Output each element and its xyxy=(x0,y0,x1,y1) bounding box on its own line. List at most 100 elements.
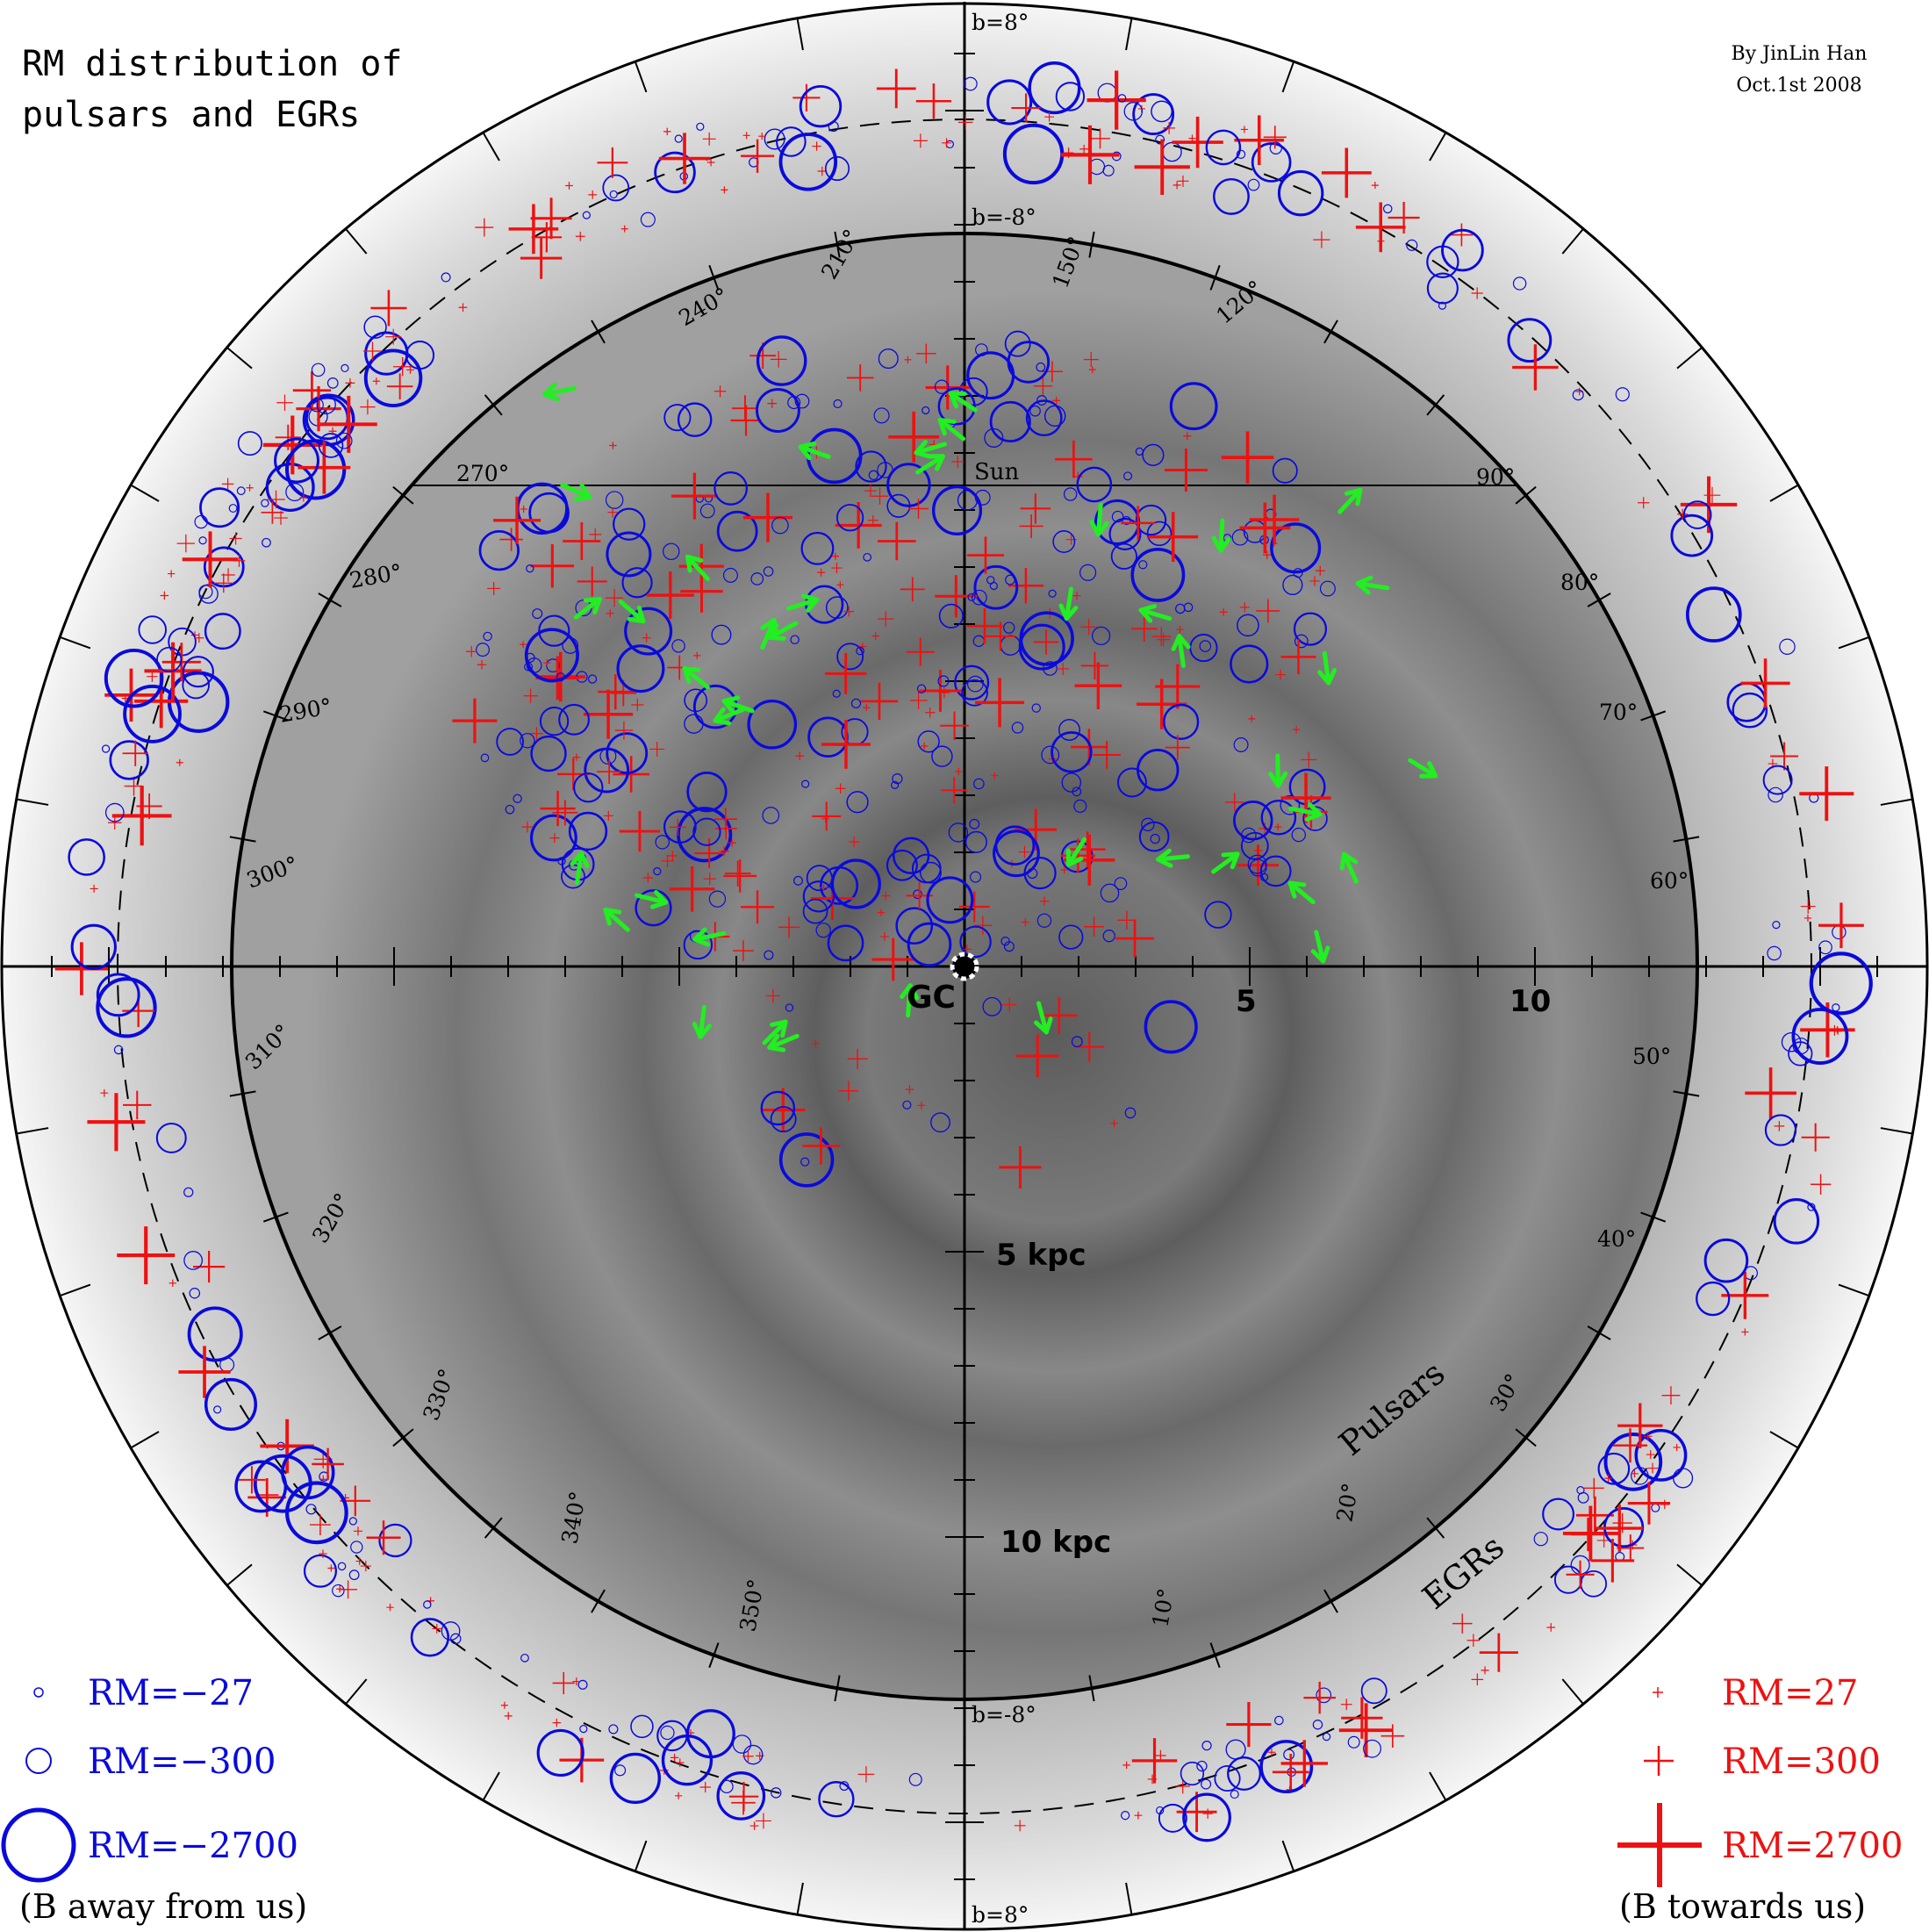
rm-positive-marker xyxy=(1134,1811,1143,1820)
rm-positive-marker xyxy=(520,505,527,513)
tick-inner xyxy=(1323,320,1338,344)
rm-negative-marker xyxy=(907,922,952,967)
field-arrow xyxy=(1065,837,1087,867)
rm-negative-marker xyxy=(654,151,696,194)
rm-negative-marker xyxy=(305,1504,317,1515)
rm-negative-marker xyxy=(1146,521,1172,547)
rm-negative-marker xyxy=(1117,94,1127,103)
diagram-title: RM distribution of pulsars and EGRs xyxy=(22,39,402,140)
rm-negative-marker xyxy=(332,1584,345,1598)
rm-negative-marker xyxy=(198,585,213,600)
tick-outer xyxy=(1561,1678,1584,1705)
rm-positive-marker xyxy=(1596,1505,1644,1552)
tick-outer xyxy=(1429,1771,1447,1801)
rm-positive-marker xyxy=(916,343,936,364)
rm-positive-marker xyxy=(825,652,867,695)
rm-positive-marker xyxy=(1321,147,1372,198)
field-arrows xyxy=(542,382,1438,1052)
rm-negative-marker xyxy=(1247,854,1267,874)
field-arrow xyxy=(542,382,577,402)
tick-outer xyxy=(1561,228,1584,255)
rm-negative-marker xyxy=(714,471,749,506)
rm-negative-marker xyxy=(835,504,864,532)
rm-positive-marker xyxy=(477,659,487,670)
rm-positive-marker xyxy=(1033,629,1059,655)
rm-negative-marker xyxy=(957,490,979,511)
rm-positive-marker xyxy=(1673,1443,1681,1451)
rm-positive-marker xyxy=(1303,1681,1336,1714)
rm-positive-marker xyxy=(613,756,649,793)
rm-positive-marker xyxy=(588,190,598,199)
rm-positive-marker xyxy=(319,1549,327,1558)
rm-negative-marker xyxy=(1634,1428,1688,1482)
tick-outer xyxy=(796,1882,804,1915)
rm-negative-marker xyxy=(916,684,927,693)
rm-positive-marker xyxy=(925,365,970,410)
rm-positive-marker xyxy=(168,570,176,578)
rm-positive-marker xyxy=(1612,1428,1648,1463)
rm-negative-marker xyxy=(1347,1735,1360,1749)
rm-negative-marker xyxy=(526,564,534,573)
rm-negative-marker xyxy=(839,1781,850,1792)
rm-positive-marker xyxy=(193,1251,226,1283)
rm-positive-marker xyxy=(871,632,879,640)
rm-negative-marker xyxy=(363,348,423,407)
rm-negative-marker xyxy=(635,889,672,927)
rm-positive-marker xyxy=(835,502,882,549)
rm-negative-marker xyxy=(696,122,705,131)
rm-positive-marker xyxy=(667,851,678,861)
rm-positive-marker xyxy=(765,988,780,1003)
rm-negative-marker xyxy=(1144,1000,1198,1054)
rm-positive-marker xyxy=(1280,639,1316,675)
rm-negative-marker xyxy=(1685,586,1742,643)
rm-positive-marker xyxy=(298,441,351,494)
rm-positive-marker xyxy=(246,484,254,492)
rm-negative-marker xyxy=(973,564,1019,610)
rm-positive-marker xyxy=(1263,126,1287,149)
rm-negative-marker xyxy=(926,876,974,924)
rm-positive-marker xyxy=(756,1813,771,1829)
rm-negative-marker xyxy=(156,646,183,672)
rm-negative-marker xyxy=(1670,514,1714,557)
rm-negative-marker xyxy=(1426,272,1459,305)
rm-negative-marker xyxy=(96,977,157,1038)
rm-positive-marker xyxy=(1055,440,1093,478)
x-tick-label-10: 10 xyxy=(1509,984,1551,1019)
rm-negative-marker xyxy=(155,1122,187,1153)
rm-positive-marker xyxy=(1044,111,1054,122)
rm-positive-marker xyxy=(386,373,413,399)
rm-positive-marker xyxy=(1165,449,1208,492)
rm-negative-marker xyxy=(1043,661,1058,676)
rm-negative-marker xyxy=(1312,1720,1323,1730)
gc-label: GC xyxy=(907,980,956,1016)
tick-outer xyxy=(634,1840,648,1872)
rm-negative-marker xyxy=(309,398,324,413)
rm-positive-marker xyxy=(703,873,716,886)
rm-negative-marker xyxy=(520,733,535,749)
rm-positive-marker xyxy=(1471,287,1483,299)
rm-negative-marker xyxy=(1019,611,1074,666)
rm-negative-marker xyxy=(624,607,673,656)
rm-negative-marker xyxy=(363,315,387,339)
rm-positive-marker xyxy=(1745,1067,1796,1119)
rm-positive-marker xyxy=(863,704,871,712)
rm-positive-marker xyxy=(1627,1482,1671,1525)
rm-positive-marker xyxy=(909,692,928,709)
rm-positive-marker xyxy=(1121,506,1156,541)
rm-negative-marker xyxy=(684,714,704,734)
field-arrow xyxy=(692,1004,712,1039)
rm-negative-marker xyxy=(711,624,732,645)
rm-negative-marker xyxy=(763,566,774,577)
rm-positive-marker xyxy=(1677,508,1689,520)
sun-label: Sun xyxy=(974,459,1020,485)
rm-negative-marker xyxy=(1615,387,1630,402)
rm-negative-marker xyxy=(1063,487,1078,501)
rm-negative-marker xyxy=(1272,457,1298,484)
rm-positive-marker xyxy=(530,198,572,240)
rm-negative-marker xyxy=(1000,937,1010,946)
rm-negative-marker xyxy=(538,614,570,647)
rm-positive-marker xyxy=(877,909,886,916)
rm-negative-marker xyxy=(335,432,353,449)
rm-negative-marker xyxy=(1141,817,1155,832)
rm-positive-marker xyxy=(1646,1450,1655,1459)
